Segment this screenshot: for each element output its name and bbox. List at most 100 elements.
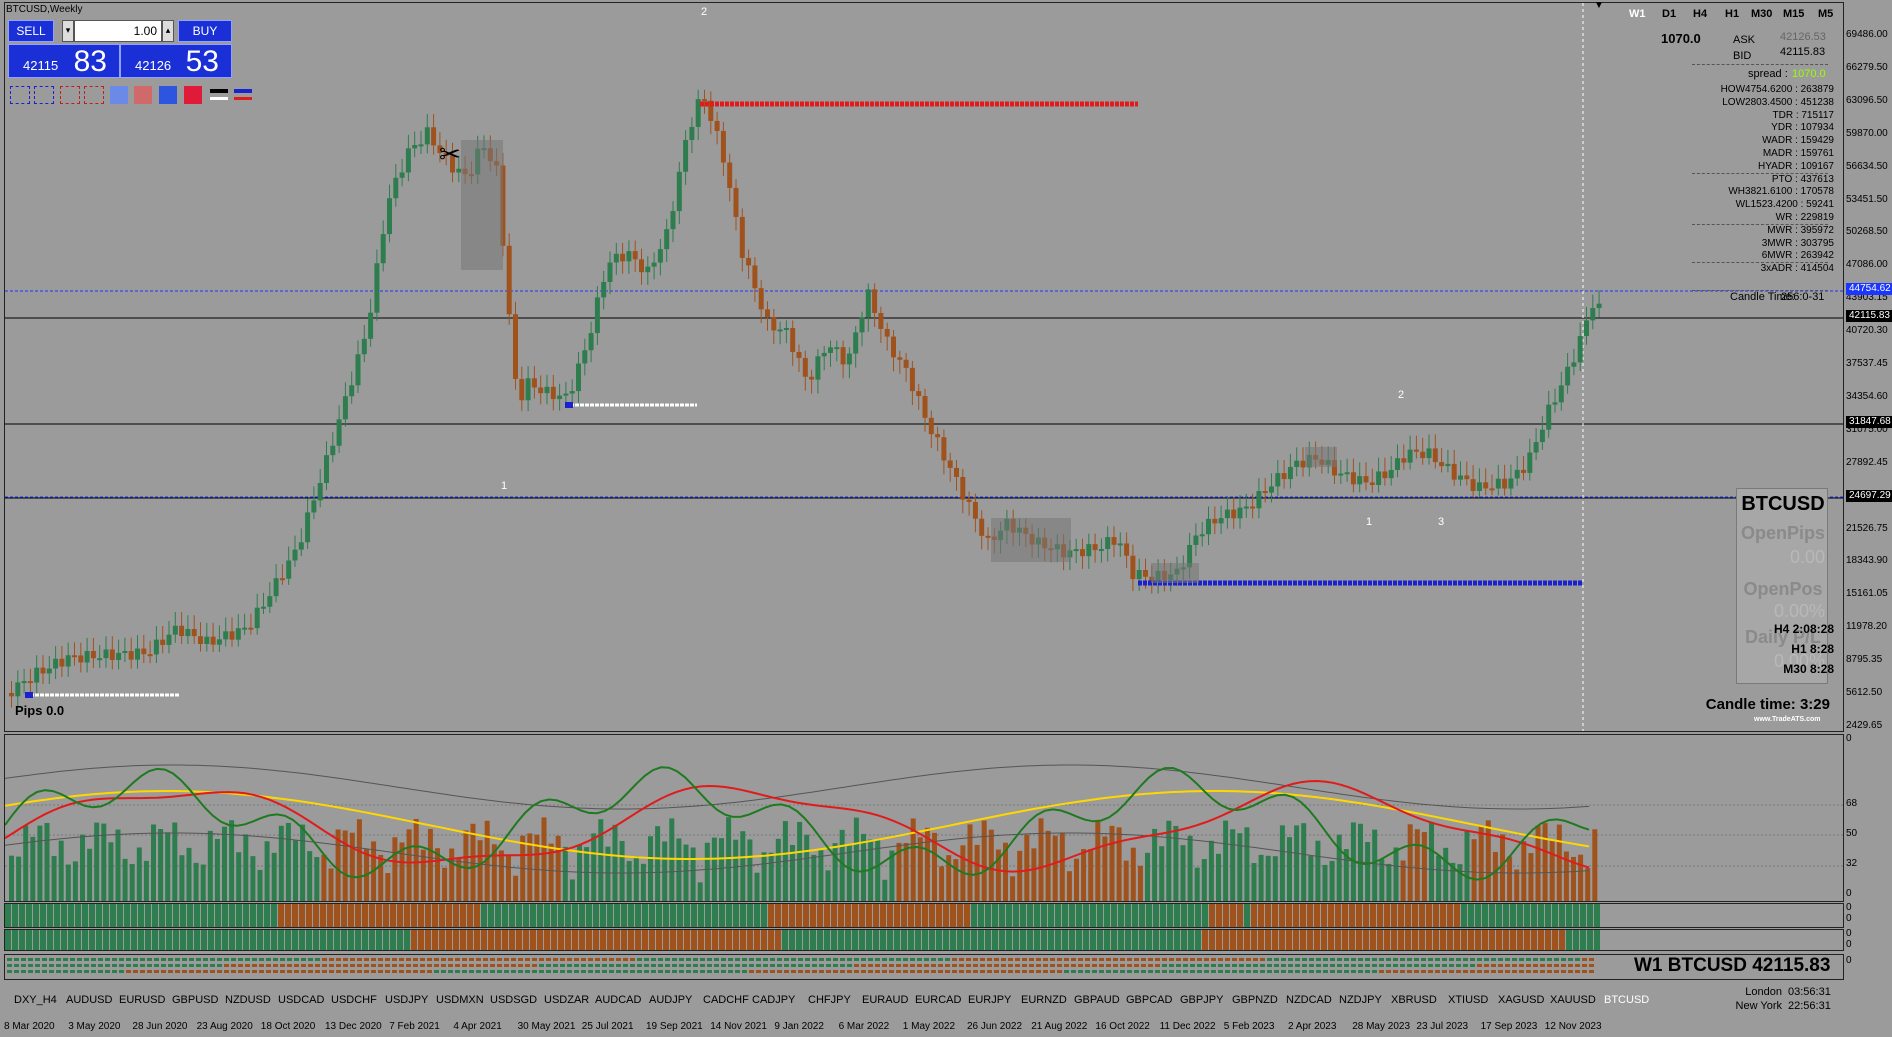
trend-dot <box>1183 958 1188 961</box>
strip-cell <box>1258 930 1264 950</box>
symbol-tab-eurcad[interactable]: EURCAD <box>915 994 962 1006</box>
candle-body <box>349 385 355 397</box>
candle-body <box>1206 518 1211 535</box>
strip-cell <box>1349 930 1355 950</box>
trend-dot <box>644 964 649 967</box>
tool-rect-blue-dotted-icon[interactable] <box>34 86 54 104</box>
strip-axis-label: 0 <box>1846 928 1852 939</box>
tool-fill-lightred-icon[interactable] <box>134 86 152 104</box>
symbol-tab-cadchf[interactable]: CADCHF <box>703 994 749 1006</box>
trend-dot <box>1309 958 1314 961</box>
candle-body <box>330 445 336 456</box>
volume-bar <box>924 827 930 901</box>
symbol-tab-xagusd[interactable]: XAGUSD <box>1498 994 1545 1006</box>
strip-cell <box>285 904 291 927</box>
trend-dot <box>952 970 957 973</box>
symbol-tab-nzdjpy[interactable]: NZDJPY <box>1339 994 1382 1006</box>
trend-dot <box>252 970 257 973</box>
strip-cell <box>1321 930 1327 950</box>
symbol-tab-audcad[interactable]: AUDCAD <box>595 994 642 1006</box>
symbol-tab-xtiusd[interactable]: XTIUSD <box>1448 994 1489 1006</box>
volume-bar <box>1315 840 1321 901</box>
symbol-tab-cadjpy[interactable]: CADJPY <box>752 994 796 1006</box>
candle-body <box>1489 488 1495 491</box>
time-axis-label: 16 Oct 2022 <box>1095 1021 1150 1032</box>
sell-button[interactable]: SELL <box>8 20 54 42</box>
tool-line-blue-red-icon[interactable] <box>234 86 252 104</box>
symbol-tab-gbpusd[interactable]: GBPUSD <box>172 994 219 1006</box>
tool-rect-red-dotted-icon[interactable] <box>84 86 104 104</box>
trend-dot <box>1428 964 1433 967</box>
candle-body <box>34 667 40 683</box>
symbol-tab-audjpy[interactable]: AUDJPY <box>649 994 693 1006</box>
symbol-tab-eurusd[interactable]: EURUSD <box>119 994 166 1006</box>
strip-cell <box>1104 904 1110 927</box>
candle-body <box>916 391 922 396</box>
tool-rect-blue-dashed-icon[interactable] <box>10 86 30 104</box>
trend-dot <box>35 958 40 961</box>
trend-dot <box>490 964 495 967</box>
symbol-tab-chfjpy[interactable]: CHFJPY <box>808 994 851 1006</box>
trend-dot <box>1218 964 1223 967</box>
trend-dot <box>1554 958 1559 961</box>
marker-blue-bottom <box>25 692 33 698</box>
symbol-tab-nzdcad[interactable]: NZDCAD <box>1286 994 1332 1006</box>
lot-size-input[interactable]: 1.00 <box>74 20 162 42</box>
candle-body <box>872 289 878 314</box>
tf-m15[interactable]: M15 <box>1783 8 1805 20</box>
symbol-tab-dxyh4[interactable]: DXY_H4 <box>14 994 57 1006</box>
symbol-tab-usdchf[interactable]: USDCHF <box>331 994 377 1006</box>
strip-cell <box>124 904 130 927</box>
trend-dot <box>903 964 908 967</box>
tf-h4[interactable]: H4 <box>1693 8 1708 20</box>
lot-increase-button[interactable]: ▴ <box>162 20 174 42</box>
symbol-tab-usdcad[interactable]: USDCAD <box>278 994 325 1006</box>
trend-dot <box>63 970 68 973</box>
lot-decrease-button[interactable]: ▾ <box>62 20 74 42</box>
strip-cell <box>166 930 172 950</box>
tool-fill-lightblue-icon[interactable] <box>110 86 128 104</box>
daily-pl-value: 0.00% <box>1773 651 1825 671</box>
tool-line-black-white-icon[interactable] <box>210 86 228 104</box>
symbol-tab-btcusd[interactable]: BTCUSD <box>1604 994 1650 1006</box>
symbol-tab-eurnzd[interactable]: EURNZD <box>1021 994 1067 1006</box>
strip-cell <box>320 904 326 927</box>
symbol-tab-gbpcad[interactable]: GBPCAD <box>1126 994 1173 1006</box>
candle-body <box>1332 460 1337 476</box>
symbol-tab-xauusd[interactable]: XAUUSD <box>1550 994 1596 1006</box>
tf-h1[interactable]: H1 <box>1725 8 1740 20</box>
strip-cell <box>789 904 795 927</box>
price-axis-label: 69486.00 <box>1846 29 1888 40</box>
symbol-tab-usdsgd[interactable]: USDSGD <box>490 994 538 1006</box>
symbol-tab-usdzar[interactable]: USDZAR <box>544 994 590 1006</box>
symbol-tab-eurjpy[interactable]: EURJPY <box>968 994 1012 1006</box>
strip-cell <box>1020 904 1026 927</box>
symbol-tab-euraud[interactable]: EURAUD <box>862 994 909 1006</box>
symbol-tab-usdmxn[interactable]: USDMXN <box>436 994 484 1006</box>
tf-m30[interactable]: M30 <box>1751 8 1773 20</box>
dropdown-arrow-icon[interactable]: ▼ <box>1594 0 1604 11</box>
tf-w1[interactable]: W1 <box>1629 8 1646 20</box>
buy-button[interactable]: BUY <box>178 20 232 42</box>
tool-fill-red-icon[interactable] <box>184 86 202 104</box>
symbol-tab-audusd[interactable]: AUDUSD <box>66 994 113 1006</box>
tool-fill-blue-icon[interactable] <box>159 86 177 104</box>
strip-cell <box>649 904 655 927</box>
price-chart[interactable]: ✂ 2 1 2 1 3 Pips 0.0 <box>4 2 1844 732</box>
tf-d1[interactable]: D1 <box>1662 8 1677 20</box>
trend-dot <box>595 964 600 967</box>
symbol-tab-xbrusd[interactable]: XBRUSD <box>1391 994 1437 1006</box>
symbol-tab-nzdusd[interactable]: NZDUSD <box>225 994 271 1006</box>
symbol-tab-gbpaud[interactable]: GBPAUD <box>1074 994 1120 1006</box>
strip-cell <box>397 904 403 927</box>
symbol-tab-gbpnzd[interactable]: GBPNZD <box>1232 994 1278 1006</box>
tf-m5[interactable]: M5 <box>1818 8 1834 20</box>
buy-price-box[interactable]: 42126 53 <box>120 44 232 78</box>
symbol-tab-gbpjpy[interactable]: GBPJPY <box>1180 994 1224 1006</box>
symbol-tab-usdjpy[interactable]: USDJPY <box>385 994 429 1006</box>
price-axis-label: 66279.50 <box>1846 61 1888 73</box>
tool-rect-red-dashed-icon[interactable] <box>60 86 80 104</box>
scissors-icon[interactable]: ✂ <box>439 139 461 169</box>
sell-price-box[interactable]: 42115 83 <box>8 44 120 78</box>
oscillator-panel[interactable] <box>4 734 1844 902</box>
